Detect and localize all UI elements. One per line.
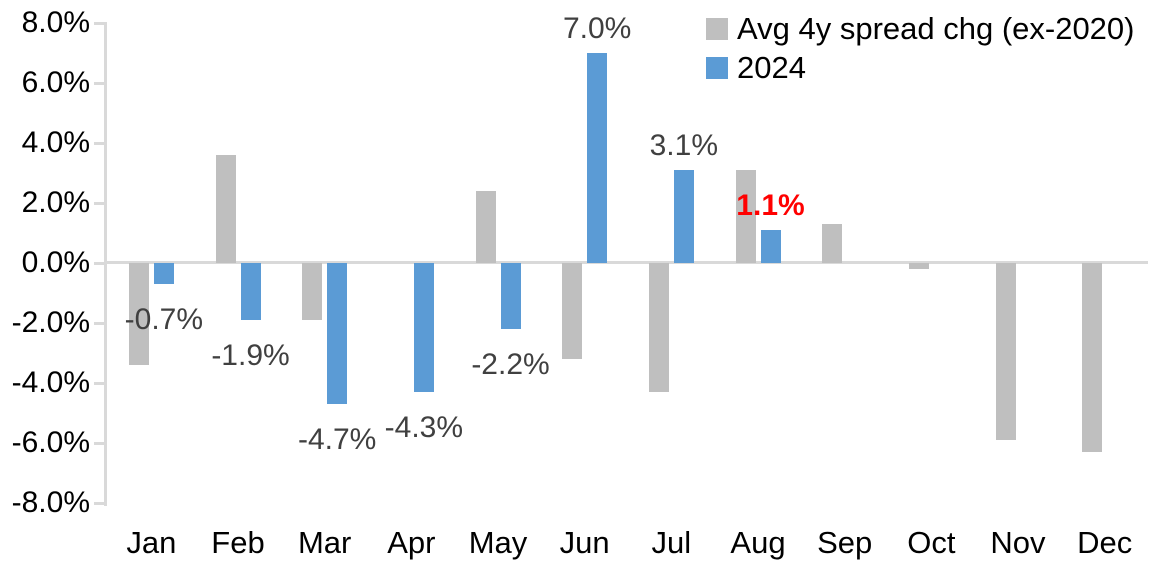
zero-axis-line bbox=[104, 261, 1148, 264]
x-axis-label-nov: Nov bbox=[990, 525, 1046, 560]
y-axis-tick-label: 2.0% bbox=[21, 186, 90, 219]
bar-2024-jun bbox=[587, 53, 608, 263]
y-axis-tick-label: -4.0% bbox=[11, 366, 90, 399]
bar-avg-jun bbox=[562, 263, 583, 359]
legend-swatch-blue-icon bbox=[706, 57, 728, 79]
y-axis-tick-mark bbox=[94, 142, 107, 145]
y-axis-tick-label: 6.0% bbox=[21, 66, 90, 99]
y-axis-tick-mark bbox=[94, 82, 107, 85]
x-axis-label-apr: Apr bbox=[387, 525, 436, 560]
x-axis-label-aug: Aug bbox=[730, 525, 786, 560]
y-axis-tick-label: 4.0% bbox=[21, 126, 90, 159]
data-label-jun: 7.0% bbox=[562, 12, 632, 45]
data-label-aug: 1.1% bbox=[736, 189, 805, 222]
legend-label-2024: 2024 bbox=[737, 50, 806, 85]
data-label-jan: -0.7% bbox=[124, 303, 204, 336]
legend-item-2024: 2024 bbox=[706, 51, 1135, 85]
y-axis-tick-mark bbox=[94, 502, 107, 505]
bar-avg-nov bbox=[995, 263, 1016, 440]
bar-2024-mar bbox=[327, 263, 348, 404]
x-axis-label-dec: Dec bbox=[1077, 525, 1133, 560]
y-axis-tick-label: -2.0% bbox=[11, 306, 90, 339]
bar-avg-aug bbox=[735, 170, 756, 263]
x-axis-label-sep: Sep bbox=[817, 525, 873, 560]
y-axis-tick-label: -6.0% bbox=[11, 426, 90, 459]
bar-2024-jul bbox=[673, 170, 694, 263]
data-label-jul: 3.1% bbox=[649, 129, 719, 162]
y-axis-tick-label: 8.0% bbox=[21, 6, 90, 39]
bar-avg-sep bbox=[822, 224, 843, 263]
bar-2024-aug bbox=[760, 230, 781, 263]
y-axis-tick-mark bbox=[94, 262, 107, 265]
data-label-apr: -4.3% bbox=[384, 411, 464, 444]
bar-avg-oct bbox=[908, 263, 929, 269]
x-axis-label-oct: Oct bbox=[907, 525, 956, 560]
legend-label-avg-spread: Avg 4y spread chg (ex-2020) bbox=[737, 11, 1135, 46]
bar-2024-feb bbox=[240, 263, 261, 320]
x-axis-label-jul: Jul bbox=[651, 525, 692, 560]
bar-avg-dec bbox=[1082, 263, 1103, 452]
bar-2024-apr bbox=[413, 263, 434, 392]
y-axis-tick-label: 0.0% bbox=[21, 246, 90, 279]
data-label-feb: -1.9% bbox=[211, 339, 290, 372]
legend: Avg 4y spread chg (ex-2020) 2024 bbox=[706, 12, 1135, 85]
bar-avg-jul bbox=[648, 263, 669, 392]
y-axis-tick-mark bbox=[94, 442, 107, 445]
legend-item-avg-spread: Avg 4y spread chg (ex-2020) bbox=[706, 12, 1135, 46]
x-axis-label-feb: Feb bbox=[211, 525, 265, 560]
data-label-may: -2.2% bbox=[471, 348, 550, 381]
y-axis-tick-mark bbox=[94, 202, 107, 205]
bar-avg-jan bbox=[128, 263, 149, 365]
legend-swatch-gray-icon bbox=[706, 18, 728, 40]
y-axis-tick-mark bbox=[94, 322, 107, 325]
bar-avg-feb bbox=[215, 155, 236, 263]
x-axis-label-may: May bbox=[468, 525, 528, 560]
bar-avg-may bbox=[475, 191, 496, 263]
bar-2024-may bbox=[500, 263, 521, 329]
y-axis-tick-mark bbox=[94, 22, 107, 25]
x-axis-label-jun: Jun bbox=[559, 525, 610, 560]
bar-avg-mar bbox=[302, 263, 323, 320]
x-axis-label-jan: Jan bbox=[126, 525, 177, 560]
y-axis-tick-mark bbox=[94, 382, 107, 385]
x-axis-label-mar: Mar bbox=[297, 525, 352, 560]
bar-2024-jan bbox=[153, 263, 174, 284]
data-label-mar: -4.7% bbox=[297, 423, 377, 456]
y-axis-tick-label: -8.0% bbox=[11, 486, 90, 519]
